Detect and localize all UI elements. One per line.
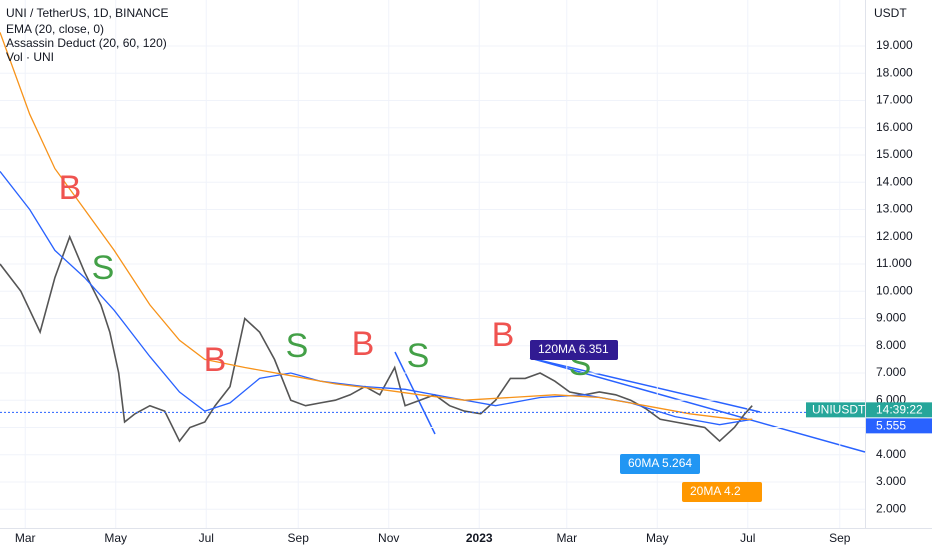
indicator: Vol · UNI bbox=[6, 50, 54, 64]
signal-label: S bbox=[92, 249, 115, 287]
y-tick-label: 10.000 bbox=[876, 283, 913, 297]
x-tick-label: Nov bbox=[378, 531, 399, 545]
symbol-tag bbox=[806, 402, 865, 418]
y-tick-label: 4.000 bbox=[876, 447, 906, 461]
y-tick-label: 19.000 bbox=[876, 38, 913, 52]
series-line bbox=[0, 234, 753, 443]
axis-unit: USDT bbox=[874, 6, 907, 20]
y-tick-label: 14.000 bbox=[876, 174, 913, 188]
clock-tag-text: 14:39:22 bbox=[876, 403, 923, 417]
y-tick-label: 12.000 bbox=[876, 229, 913, 243]
price-tag bbox=[866, 418, 932, 434]
y-tick-label: 7.000 bbox=[876, 365, 906, 379]
signal-label: B bbox=[204, 341, 227, 379]
y-tick-label: 18.000 bbox=[876, 65, 913, 79]
x-tick-label: Mar bbox=[556, 531, 577, 545]
ma-tag-text: 120MA 6.351 bbox=[538, 342, 609, 356]
indicator: EMA (20, close, 0) bbox=[6, 22, 104, 36]
ma-tag bbox=[620, 454, 700, 474]
symbol-tag-text: UNIUSDT bbox=[812, 403, 866, 417]
signal-label: B bbox=[59, 169, 82, 207]
trend-line bbox=[394, 351, 436, 435]
x-tick-label: Jul bbox=[740, 531, 755, 545]
y-tick-label: 11.000 bbox=[876, 256, 912, 270]
ma-tag bbox=[682, 482, 762, 502]
signal-label: S bbox=[407, 337, 430, 375]
y-tick-label: 13.000 bbox=[876, 202, 913, 216]
y-tick-label: 8.000 bbox=[876, 338, 906, 352]
x-tick-label: Mar bbox=[15, 531, 36, 545]
trend-line bbox=[529, 357, 866, 453]
y-tick-label: 2.000 bbox=[876, 501, 906, 515]
x-tick-label: May bbox=[646, 531, 669, 545]
x-tick-label: Sep bbox=[288, 531, 310, 545]
y-tick-label: 3.000 bbox=[876, 474, 906, 488]
y-tick-label: 16.000 bbox=[876, 120, 913, 134]
ma-tag-text: 60MA 5.264 bbox=[628, 456, 692, 470]
x-tick-label: Jul bbox=[199, 531, 214, 545]
series-line bbox=[0, 32, 753, 420]
signal-label: B bbox=[352, 325, 375, 363]
trend-line bbox=[529, 357, 761, 413]
x-tick-label: May bbox=[104, 531, 127, 545]
y-tick-label: 15.000 bbox=[876, 147, 913, 161]
y-tick-label: 17.000 bbox=[876, 93, 913, 107]
chart-title: UNI / TetherUS, 1D, BINANCE bbox=[6, 6, 169, 20]
ma-tag-text: 20MA 4.2 bbox=[690, 484, 741, 498]
indicator: Assassin Deduct (20, 60, 120) bbox=[6, 36, 167, 50]
x-tick-label: 2023 bbox=[466, 531, 493, 545]
price-tag bbox=[866, 402, 932, 418]
price-tag-text: 5.555 bbox=[876, 419, 906, 433]
ma-tag bbox=[530, 340, 618, 360]
x-tick-label: Sep bbox=[829, 531, 851, 545]
signal-label: S bbox=[286, 327, 309, 365]
y-tick-label: 9.000 bbox=[876, 311, 906, 325]
signal-label: B bbox=[492, 316, 515, 354]
